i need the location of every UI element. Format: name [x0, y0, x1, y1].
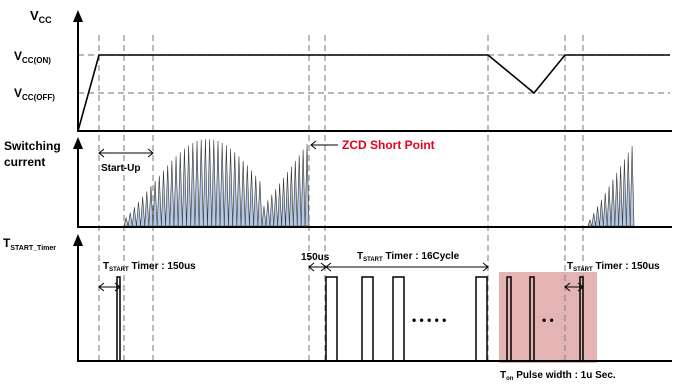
timer-pulse [361, 276, 374, 360]
current-spike [618, 166, 623, 227]
dots-ellipsis-long: • • • • • [412, 313, 446, 327]
timer-axis [73, 234, 672, 362]
current-spike [622, 159, 627, 227]
current-spike [269, 194, 275, 227]
vcc-axis-label: VCC [30, 8, 52, 25]
current-spike [232, 152, 238, 227]
vcc-axis [73, 10, 672, 132]
current-spike [131, 207, 137, 227]
vertical-guide-lines [98, 35, 584, 360]
current-spike [190, 142, 196, 227]
current-spike [173, 156, 179, 227]
tstart-16cycle-arrow [325, 262, 489, 272]
current-axis [73, 137, 672, 228]
current-spike [140, 196, 146, 227]
current-spike [186, 145, 192, 227]
zcd-pointer-arrow [310, 140, 338, 150]
current-spike [606, 186, 612, 227]
current-spike [626, 152, 631, 227]
timer-pulse [116, 276, 121, 360]
current-spike [228, 148, 233, 227]
current-spike [244, 165, 250, 227]
current-spike [152, 180, 158, 227]
vcc-waveform [77, 54, 670, 132]
current-spike [223, 145, 229, 227]
current-spike [215, 141, 221, 227]
current-spike [289, 166, 294, 227]
current-spike [610, 179, 616, 227]
current-spike [281, 177, 286, 227]
zcd-short-point-label: ZCD Short Point [342, 138, 435, 152]
tstart-150us-left-label: TSTART Timer : 150us [103, 261, 196, 273]
timer-pulse [325, 276, 338, 360]
timer-pulse [529, 276, 535, 360]
current-spike [194, 141, 200, 227]
startup-arrow [98, 148, 154, 158]
timer-pulse [579, 276, 584, 360]
current-spike [207, 139, 212, 227]
current-spike [144, 191, 150, 227]
current-spike [253, 175, 259, 227]
current-spike [300, 149, 306, 227]
tstart-150us-right-arrow [564, 282, 584, 292]
current-spike [165, 165, 171, 227]
dots-ellipsis-short: • • [542, 313, 554, 327]
current-spike [265, 200, 271, 227]
timer-pulses [116, 276, 584, 360]
current-spike [169, 160, 175, 227]
current-spike [182, 148, 187, 227]
current-spike [261, 205, 267, 227]
current-spike [127, 212, 133, 227]
current-spike [629, 145, 635, 227]
current-spike [614, 172, 619, 227]
timer-pulse [392, 276, 405, 360]
vcc-off-label: VCC(OFF) [14, 86, 55, 102]
timer-pulse [475, 276, 488, 360]
current-spike [591, 213, 597, 227]
current-spike [293, 160, 298, 227]
current-spike [198, 139, 204, 227]
current-spike [203, 139, 208, 227]
tstart-150us-left-arrow [98, 282, 121, 292]
ton-pulse-width-label: Ton Pulse width : 1u Sec. [500, 370, 616, 382]
current-spike [304, 143, 310, 227]
current-spike [296, 155, 302, 227]
current-spike [599, 199, 604, 227]
tstart-150us-right-label: TSTART Timer : 150us [567, 261, 660, 273]
switching-current-label-line1: Switching [4, 139, 61, 153]
label-150us: 150us [301, 252, 330, 263]
current-spike [273, 189, 278, 227]
label-150us-arrow [308, 262, 327, 272]
current-spike [136, 201, 141, 227]
current-spike [148, 185, 154, 227]
current-spike [257, 180, 263, 227]
current-spike [249, 170, 254, 227]
current-spike [123, 216, 129, 227]
switching-current-bursts [123, 139, 635, 227]
current-spike [240, 160, 246, 227]
current-spike [277, 183, 282, 227]
timer-pulse [506, 276, 512, 360]
current-spike [219, 142, 225, 227]
current-spike [587, 219, 593, 227]
current-spike [236, 156, 242, 227]
current-spike [156, 175, 162, 227]
startup-label: Start-Up [101, 163, 140, 174]
switching-current-label-line2: current [4, 155, 45, 169]
current-spike [603, 193, 608, 227]
current-spike [595, 206, 600, 227]
vcc-on-label: VCC(ON) [14, 49, 51, 65]
tstart-timer-axis-label: TSTART_Timer [3, 236, 56, 252]
current-spike [177, 152, 183, 227]
tstart-16cycle-label: TSTART Timer : 16Cycle [357, 251, 460, 263]
current-spike [211, 139, 217, 227]
current-spike [285, 172, 290, 227]
current-spike [161, 170, 166, 227]
